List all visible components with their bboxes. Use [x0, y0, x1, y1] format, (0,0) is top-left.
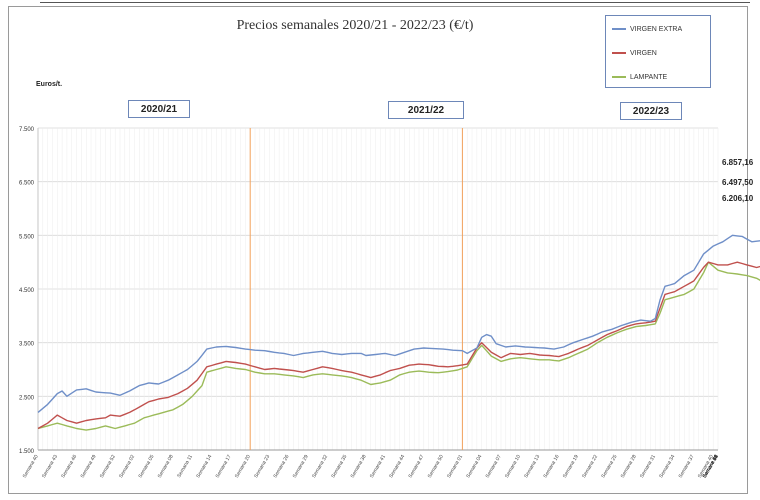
legend-item-virgen: VIRGEN: [612, 48, 657, 58]
x-tick-label: Semana 10: [504, 454, 522, 479]
series-line-lampante: [37, 261, 760, 431]
x-tick-label: Semana 46: [60, 454, 78, 479]
x-tick-label: Semana 19: [562, 454, 580, 479]
legend-swatch-virgen-extra: [612, 28, 626, 30]
legend-item-virgen-extra: VIRGEN EXTRA: [612, 24, 682, 34]
period-label-2020-21: 2020/21: [128, 100, 190, 118]
legend-item-lampante: LAMPANTE: [612, 72, 667, 82]
period-label-2021-22: 2021/22: [388, 101, 464, 119]
top-rule: [40, 2, 750, 3]
y-tick-label: 6.500: [19, 181, 35, 187]
x-tick-label: Semana 47: [408, 454, 426, 479]
x-tick-label: Semana 50: [427, 454, 445, 479]
x-tick-label: Semana 28: [620, 454, 638, 479]
end-value-virgen-extra: 6.857,16: [722, 158, 754, 167]
series-line-virgen-extra: [37, 234, 760, 413]
x-tick-label: Semana 17: [215, 454, 233, 479]
y-tick-label: 5.500: [19, 234, 35, 240]
y-axis-unit-label: Euros/t.: [36, 81, 63, 88]
legend: VIRGEN EXTRA VIRGEN LAMPANTE: [605, 15, 711, 88]
legend-label-virgen-extra: VIRGEN EXTRA: [630, 25, 683, 33]
series-line-virgen: [37, 261, 760, 430]
x-tick-label: Semana 31: [639, 454, 657, 479]
x-tick-label: Semana 08: [157, 454, 175, 479]
end-value-lampante: 6.206,10: [722, 194, 754, 203]
end-value-virgen: 6.497,50: [722, 178, 754, 187]
y-tick-label: 4.500: [19, 288, 35, 294]
x-tick-label: Semana 44: [388, 454, 406, 479]
x-tick-label: Semana 07: [485, 454, 503, 479]
y-tick-label: 3.500: [19, 342, 35, 348]
x-tick-label: Semana 35: [330, 454, 348, 479]
x-tick-label: Semana 52: [99, 454, 117, 479]
legend-swatch-virgen: [612, 52, 626, 54]
x-tick-label: Semana 01: [446, 454, 464, 479]
x-tick-label: Semana 11: [176, 454, 194, 479]
chart-title: Precios semanales 2020/21 - 2022/23 (€/t…: [236, 18, 474, 33]
x-tick-label: Semana 23: [253, 454, 271, 479]
x-tick-label: Semana 32: [311, 454, 329, 479]
legend-swatch-lampante: [612, 76, 626, 78]
x-tick-label: Semana 37: [678, 454, 696, 479]
x-tick-label: Semana 22: [581, 454, 599, 479]
x-tick-label: Semana 34: [658, 454, 676, 479]
x-tick-label: Semana 38: [350, 454, 368, 479]
legend-label-lampante: LAMPANTE: [630, 73, 668, 81]
x-tick-label: Semana 29: [292, 454, 310, 479]
x-tick-label: Semana 25: [600, 454, 618, 479]
y-tick-label: 2.500: [19, 395, 35, 401]
x-tick-label: Semana 40: [22, 454, 40, 479]
period-label-2022-23: 2022/23: [620, 102, 682, 120]
x-tick-label: Semana 20: [234, 454, 252, 479]
x-tick-label: Semana 41: [369, 454, 387, 479]
x-tick-label: Semana 02: [118, 454, 136, 479]
legend-label-virgen: VIRGEN: [630, 49, 657, 57]
x-tick-label: Semana 13: [523, 454, 541, 479]
y-tick-label: 7.500: [19, 127, 35, 133]
x-tick-label: Semana 05: [137, 454, 155, 479]
x-tick-label: Semana 43: [41, 454, 59, 479]
x-tick-label: Semana 49: [80, 454, 98, 479]
x-tick-label: Semana 16: [543, 454, 561, 479]
x-tick-label: Semana 26: [273, 454, 291, 479]
y-tick-label: 1.500: [19, 449, 35, 455]
x-tick-label: Semana 14: [195, 454, 213, 479]
x-tick-label: Semana 04: [465, 454, 483, 479]
